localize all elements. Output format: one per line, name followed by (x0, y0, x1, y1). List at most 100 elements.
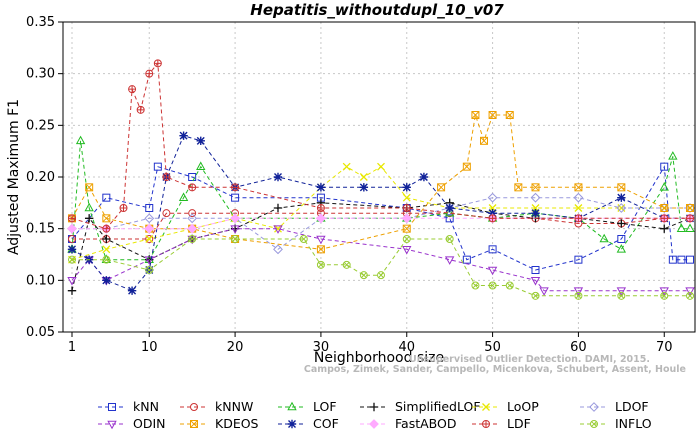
marker-circle-x (146, 267, 153, 273)
marker-circle-plus (489, 214, 497, 222)
data-point (84, 202, 94, 212)
marker-circle (145, 235, 154, 243)
data-point (616, 287, 627, 296)
marker-square (677, 255, 686, 264)
legend-label: SimplifiedLOF (395, 399, 481, 414)
marker-triangle-down (316, 235, 326, 245)
marker-diamond (144, 213, 155, 224)
x-tick-label: 1 (68, 340, 76, 355)
marker-plus (617, 219, 626, 228)
marker-triangle-down (144, 256, 154, 265)
legend-marker (369, 402, 379, 412)
data-point (196, 136, 205, 146)
marker-circle-plus (317, 204, 325, 212)
data-point (488, 214, 497, 223)
marker-square-x (514, 183, 523, 192)
marker-cross (574, 204, 583, 212)
marker-asterisk (179, 131, 188, 140)
data-point (437, 183, 446, 192)
marker-square-x (462, 162, 471, 171)
data-point (359, 173, 368, 181)
marker-cross (102, 245, 111, 254)
data-point (487, 266, 498, 276)
marker-circle-x (403, 236, 410, 242)
y-tick-label: 0.35 (26, 15, 55, 30)
data-point (102, 276, 111, 285)
marker-diamond-filled (230, 213, 240, 224)
marker-square-x (190, 420, 198, 428)
marker-plus (84, 214, 94, 223)
marker-circle-plus (574, 214, 582, 222)
data-point (67, 277, 77, 286)
plot-grid (63, 21, 695, 333)
data-point (144, 256, 154, 265)
data-point (530, 277, 541, 286)
data-point (487, 192, 498, 203)
data-point (188, 209, 197, 218)
data-point (145, 69, 154, 78)
data-point (531, 183, 540, 192)
marker-triangle-up (287, 401, 297, 411)
marker-circle-x (505, 281, 514, 290)
marker-circle-x (590, 420, 598, 428)
data-point (573, 192, 584, 203)
data-point (531, 266, 540, 274)
data-point (660, 204, 669, 212)
marker-square-x (471, 111, 480, 119)
data-point (444, 256, 455, 265)
marker-circle-x (359, 271, 368, 280)
data-point (102, 245, 111, 254)
marker-cross (145, 235, 154, 243)
data-point (574, 183, 583, 192)
legend-item-fastabod: FastABOD (360, 416, 457, 431)
y-tick-label: 0.15 (26, 222, 55, 237)
marker-square-x (574, 183, 583, 192)
data-point (119, 204, 128, 212)
marker-diamond (273, 244, 283, 255)
data-point (188, 183, 197, 192)
marker-circle-x (575, 293, 582, 299)
data-point (402, 204, 411, 212)
marker-square-x (686, 204, 694, 212)
marker-circle-x (489, 282, 496, 289)
data-point (617, 193, 626, 202)
marker-circle-x (574, 291, 583, 300)
data-point (574, 204, 583, 212)
marker-square (145, 204, 154, 212)
data-point (273, 244, 283, 255)
data-point (273, 225, 283, 234)
legend-item-cof: COF (278, 416, 339, 431)
legend-item-ldf: LDF (472, 416, 531, 431)
data-point (84, 214, 94, 223)
y-tick-label: 0.25 (26, 118, 55, 133)
data-point (668, 151, 678, 160)
marker-triangle-down (273, 225, 283, 234)
marker-diamond-filled (144, 223, 155, 234)
marker-square (102, 193, 111, 202)
marker-triangle-up (599, 233, 609, 243)
marker-square-x (85, 183, 94, 192)
data-point (231, 193, 240, 202)
data-point (488, 208, 497, 218)
data-point (617, 183, 626, 192)
marker-triangle-up (84, 202, 94, 212)
data-point (617, 235, 626, 243)
marker-square (231, 193, 240, 202)
data-point (660, 214, 669, 223)
data-point (488, 111, 497, 119)
data-point (102, 224, 111, 233)
data-point (231, 183, 240, 192)
data-point (144, 223, 155, 234)
marker-triangle-down (402, 246, 412, 255)
watermark-line-publication: Unsupervised Outlier Detection. DAMI, 20… (409, 354, 650, 365)
marker-circle-x (591, 421, 597, 427)
marker-circle-x (68, 255, 76, 264)
marker-triangle-down (616, 287, 627, 296)
marker-plus (273, 203, 283, 213)
marker-square (617, 235, 626, 243)
watermark-line-authors: Campos, Zimek, Sander, Campello, Micenko… (304, 364, 686, 375)
marker-square-x (488, 111, 497, 119)
marker-circle-x (661, 293, 668, 299)
marker-circle-x (445, 235, 454, 243)
marker-square-x (617, 183, 626, 192)
